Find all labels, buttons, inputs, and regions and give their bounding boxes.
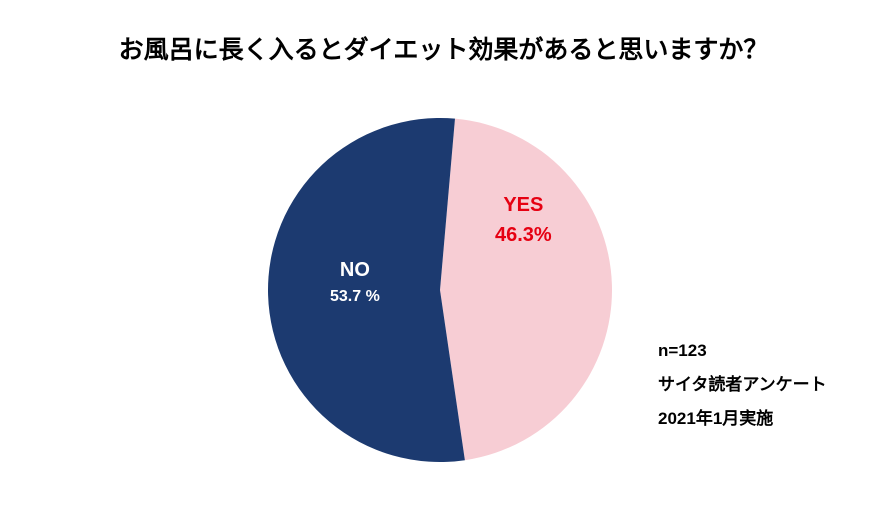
meta-line-0: n=123 [658, 341, 707, 360]
slice-label-pct-no: 53.7 % [330, 285, 380, 309]
chart-title: お風呂に長く入るとダイエット効果があると思いますか？ [0, 30, 887, 66]
slice-label-name-yes: YES [495, 190, 552, 220]
pie-slice-yes [440, 119, 612, 461]
slice-label-no: NO53.7 % [330, 255, 380, 309]
survey-meta: n=123 サイタ読者アンケート 2021年1月実施 [658, 334, 827, 436]
slice-label-name-no: NO [330, 255, 380, 285]
pie-chart [268, 118, 612, 462]
pie-svg [268, 118, 612, 462]
slice-label-yes: YES46.3% [495, 190, 552, 250]
meta-line-1: サイタ読者アンケート [658, 375, 827, 394]
meta-line-2: 2021年1月実施 [658, 409, 773, 428]
slice-label-pct-yes: 46.3% [495, 220, 552, 250]
